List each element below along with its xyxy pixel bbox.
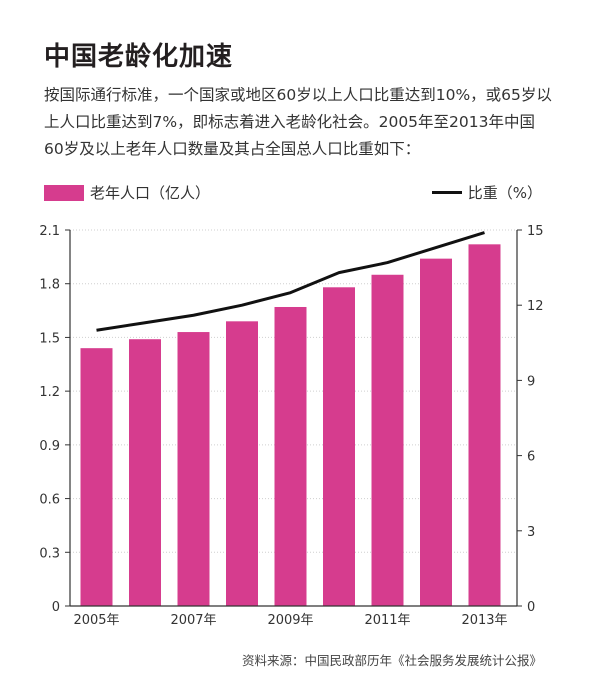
right-tick-label: 12 — [527, 299, 544, 314]
x-tick-label: 2013年 — [461, 613, 507, 628]
chart-description: 按国际通行标准，一个国家或地区60岁以上人口比重达到10%，或65岁以上人口比重… — [44, 86, 552, 158]
bar-series — [80, 244, 501, 607]
right-tick-label: 0 — [527, 600, 535, 615]
source-note: 资料来源：中国民政部历年《社会服务发展统计公报》 — [241, 653, 542, 668]
axes: 0 0.3 0.6 0.9 1.2 1.5 1.8 2.1 0 3 6 9 12 15 2005年 2007年… — [39, 224, 543, 628]
legend-line-series: 比重（%） — [431, 182, 542, 203]
right-tick-label: 6 — [527, 450, 535, 465]
x-tick-label: 2007年 — [170, 613, 216, 628]
bar — [468, 244, 501, 607]
left-tick-label: 0.3 — [39, 546, 60, 561]
ratio-line — [96, 231, 485, 332]
left-tick-label: 1.2 — [39, 385, 60, 400]
legend-bar-swatch — [44, 184, 84, 201]
left-tick-label: 0.9 — [39, 439, 60, 454]
bar — [420, 258, 452, 606]
legend-bar-series: 老年人口（亿人） — [44, 182, 210, 203]
bar — [371, 274, 404, 606]
left-tick-label: 2.1 — [39, 224, 60, 239]
right-tick-label: 9 — [527, 374, 535, 389]
right-tick-label: 3 — [527, 525, 535, 540]
line-series — [96, 231, 485, 332]
left-tick-label: 0.6 — [39, 493, 60, 508]
bar — [129, 339, 161, 606]
legend-line-label: 比重（%） — [467, 184, 542, 202]
x-tick-label: 2005年 — [73, 613, 119, 628]
bar — [274, 306, 307, 606]
x-tick-label: 2009年 — [267, 613, 313, 628]
legend-bar-label: 老年人口（亿人） — [90, 184, 211, 202]
left-tick-label: 0 — [52, 600, 60, 615]
x-tick-label: 2011年 — [364, 613, 410, 628]
bar — [323, 287, 355, 606]
bar — [177, 332, 210, 606]
left-tick-label: 1.5 — [39, 331, 60, 346]
legend-line-swatch — [431, 191, 462, 194]
bar — [226, 321, 258, 606]
bar — [80, 348, 113, 606]
right-tick-label: 15 — [527, 224, 544, 239]
chart-title: 中国老龄化加速 — [44, 42, 234, 72]
left-tick-label: 1.8 — [39, 278, 60, 293]
